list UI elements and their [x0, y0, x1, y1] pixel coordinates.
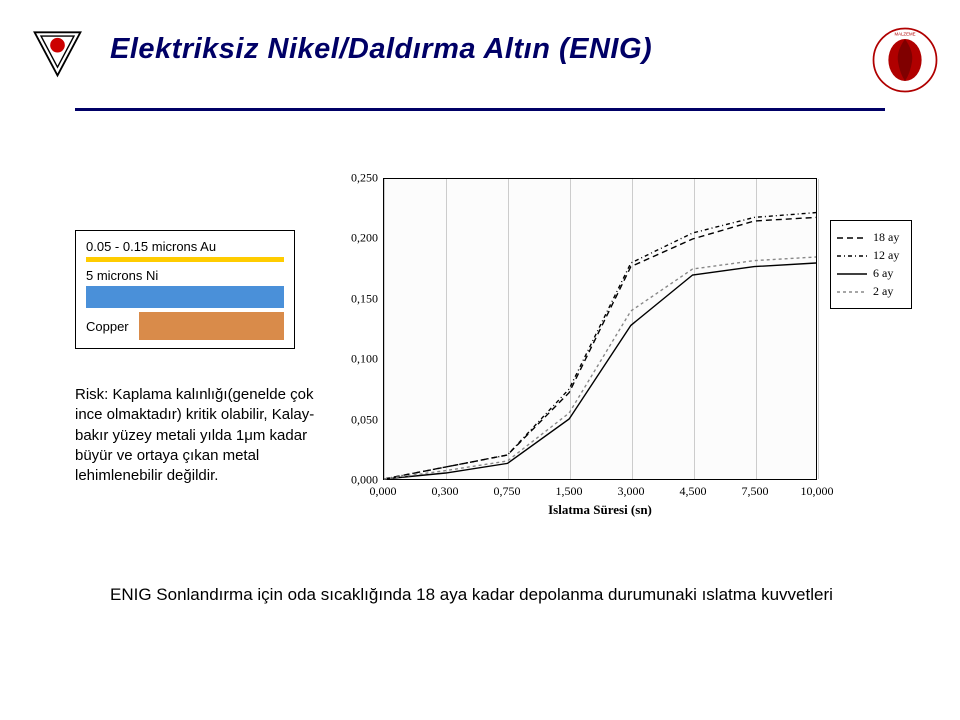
- ni-layer: [86, 286, 284, 308]
- chart-xtick: 0,300: [432, 484, 459, 499]
- legend-label: 12 ay: [873, 248, 899, 263]
- svg-text:MALZEME: MALZEME: [894, 32, 915, 37]
- wetting-force-chart: Islatma Kuvveti (mN/mm Islatma Süresi (s…: [335, 170, 920, 525]
- legend-item-2ay: 2 ay: [837, 284, 905, 299]
- chart-ytick: 0,150: [333, 291, 378, 306]
- chart-ytick: 0,200: [333, 231, 378, 246]
- chart-xtick: 0,000: [370, 484, 397, 499]
- chart-series-18ay: [384, 217, 816, 479]
- chart-xtick: 0,750: [494, 484, 521, 499]
- cu-label: Copper: [86, 319, 129, 334]
- chart-xtick: 4,500: [680, 484, 707, 499]
- cu-layer: [139, 312, 284, 340]
- chart-ytick: 0,250: [333, 171, 378, 186]
- risk-text: Risk: Kaplama kalınlığı(genelde çok ince…: [75, 385, 320, 486]
- chart-xtick: 1,500: [556, 484, 583, 499]
- legend-label: 6 ay: [873, 266, 893, 281]
- legend-item-18ay: 18 ay: [837, 230, 905, 245]
- legend-item-12ay: 12 ay: [837, 248, 905, 263]
- chart-ytick: 0,100: [333, 352, 378, 367]
- logo-left: [30, 25, 85, 80]
- chart-xtick: 7,500: [742, 484, 769, 499]
- chart-legend: 18 ay 12 ay 6 ay 2 ay: [830, 220, 912, 309]
- header: Elektriksiz Nikel/Daldırma Altın (ENIG): [0, 25, 960, 80]
- chart-plot-area: [383, 178, 817, 480]
- chart-xlabel: Islatma Süresi (sn): [383, 502, 817, 518]
- footer-text: ENIG Sonlandırma için oda sıcaklığında 1…: [110, 585, 833, 605]
- au-label: 0.05 - 0.15 microns Au: [86, 239, 284, 254]
- header-underline: [75, 108, 885, 111]
- slide-title: Elektriksiz Nikel/Daldırma Altın (ENIG): [110, 33, 652, 66]
- legend-label: 2 ay: [873, 284, 893, 299]
- chart-series-6ay: [384, 263, 816, 479]
- logo-right: MALZEME: [870, 25, 940, 95]
- ni-label: 5 microns Ni: [86, 268, 284, 283]
- legend-label: 18 ay: [873, 230, 899, 245]
- layer-stack-diagram: 0.05 - 0.15 microns Au 5 microns Ni Copp…: [75, 230, 295, 349]
- chart-ytick: 0,050: [333, 412, 378, 427]
- chart-series-2ay: [384, 257, 816, 479]
- legend-item-6ay: 6 ay: [837, 266, 905, 281]
- chart-series-12ay: [384, 213, 816, 479]
- chart-xtick: 10,000: [801, 484, 834, 499]
- au-layer: [86, 257, 284, 262]
- chart-xtick: 3,000: [618, 484, 645, 499]
